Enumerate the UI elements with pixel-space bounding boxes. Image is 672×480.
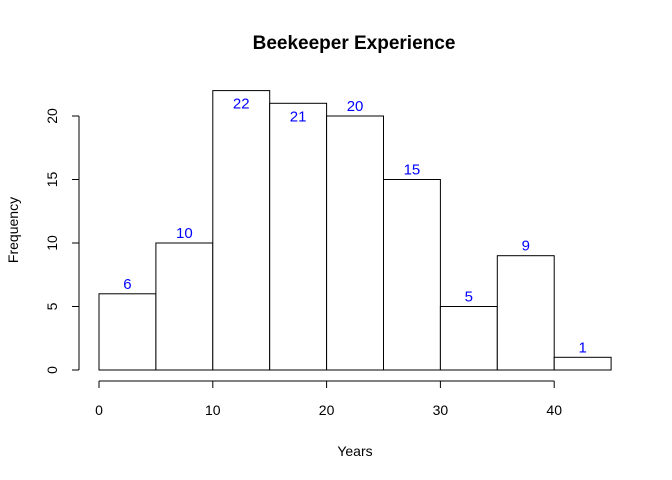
y-tick-label: 5 <box>44 302 60 310</box>
x-tick-label: 0 <box>95 402 103 418</box>
histogram-bar <box>553 356 612 371</box>
histogram-bar <box>98 293 157 371</box>
bar-value-label: 9 <box>522 238 530 255</box>
y-axis: 0 5 10 15 20 <box>44 108 80 374</box>
x-tick-label: 30 <box>433 402 449 418</box>
data-labels-group: 6 10 22 21 20 15 5 9 1 <box>123 96 587 357</box>
histogram-bar <box>496 255 555 371</box>
x-tick-label: 10 <box>205 402 221 418</box>
bar-value-label: 15 <box>404 162 421 179</box>
bar-value-label: 5 <box>465 289 473 306</box>
bar-value-label: 10 <box>176 225 193 242</box>
y-tick-label: 15 <box>44 172 60 188</box>
histogram-bar <box>155 242 214 371</box>
histogram-bar <box>326 115 385 371</box>
bar-value-label: 21 <box>290 108 307 125</box>
histogram-bar <box>383 179 441 371</box>
bars-group <box>98 90 612 371</box>
y-axis-label: Frequency <box>5 197 21 263</box>
bar-value-label: 6 <box>123 276 131 293</box>
y-tick-label: 0 <box>44 366 60 374</box>
histogram-bar <box>439 306 498 371</box>
x-tick-label: 20 <box>319 402 335 418</box>
histogram-bar <box>269 102 328 371</box>
chart-title: Beekeeper Experience <box>253 33 456 54</box>
y-tick-label: 10 <box>44 235 60 251</box>
bar-value-label: 1 <box>578 339 586 356</box>
bar-value-label: 22 <box>233 96 250 113</box>
y-tick-label: 20 <box>44 108 60 124</box>
x-tick-label: 40 <box>546 402 562 418</box>
histogram-bar <box>212 90 271 371</box>
x-axis-label: Years <box>337 443 372 459</box>
bar-value-label: 20 <box>347 98 364 115</box>
x-axis: 0 10 20 30 40 <box>95 380 562 418</box>
